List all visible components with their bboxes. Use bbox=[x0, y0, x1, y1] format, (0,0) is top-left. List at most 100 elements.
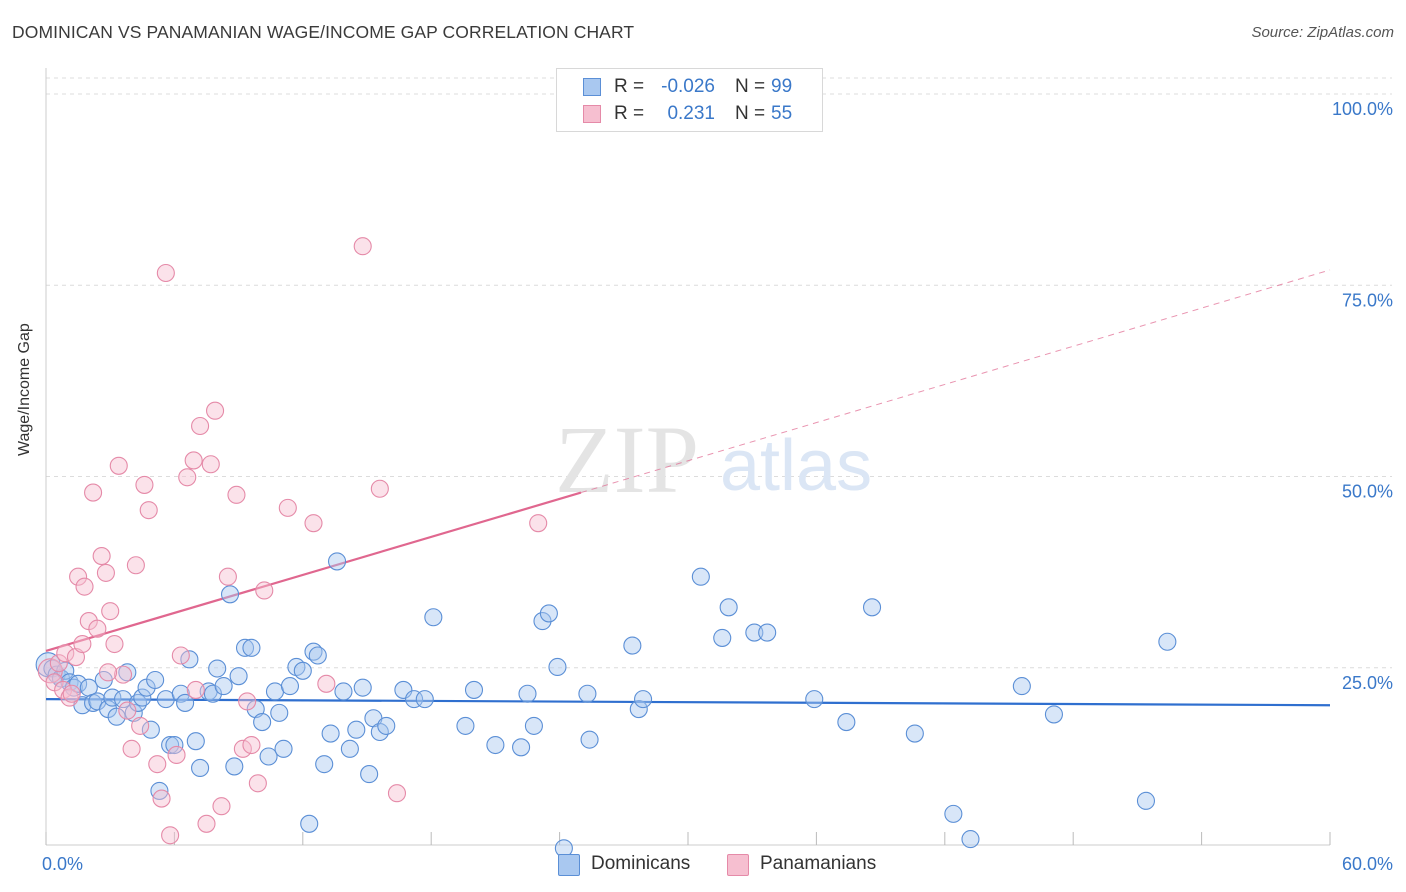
dominican-point bbox=[88, 692, 107, 711]
dominicans-trendline bbox=[45, 698, 1331, 707]
dominican-point bbox=[539, 604, 558, 623]
dominicans-trendline-group bbox=[45, 698, 1331, 707]
panamanian-point bbox=[118, 701, 137, 720]
panamanian-point bbox=[191, 416, 210, 436]
y-tick-label: 25.0% bbox=[1342, 673, 1393, 693]
dominican-point bbox=[176, 693, 195, 712]
x-tick-label: 60.0% bbox=[1342, 854, 1393, 874]
dominican-point bbox=[300, 814, 319, 833]
panamanian-point bbox=[206, 401, 225, 420]
panamanian-point bbox=[73, 634, 92, 654]
dominican-point bbox=[456, 716, 475, 735]
dominican-point bbox=[133, 688, 152, 707]
dominican-point bbox=[353, 678, 372, 697]
panamanian-point bbox=[186, 680, 205, 699]
panamanian-point bbox=[353, 237, 372, 256]
panamanian-point bbox=[139, 501, 158, 520]
dominican-point bbox=[208, 659, 227, 678]
watermark-atlas: atlas bbox=[720, 426, 872, 506]
panamanian-point bbox=[227, 485, 246, 504]
dominican-point bbox=[623, 636, 642, 655]
legend-swatch-panamanians bbox=[727, 854, 749, 876]
gridlines bbox=[45, 68, 1392, 846]
panamanian-point bbox=[75, 577, 94, 596]
x-tick-labels: 0.0% 60.0% bbox=[42, 854, 1393, 874]
dominican-point bbox=[634, 690, 653, 709]
panamanian-point bbox=[255, 581, 274, 600]
dominican-point bbox=[961, 830, 980, 849]
panamanian-point bbox=[304, 514, 323, 533]
y-tick-label: 75.0% bbox=[1342, 290, 1393, 310]
dominican-point bbox=[259, 747, 278, 766]
panamanian-point bbox=[96, 563, 115, 582]
legend-n-label: N = bbox=[735, 76, 766, 97]
y-tick-labels: 25.0% 50.0% 75.0% 100.0% bbox=[1332, 99, 1393, 693]
x-tick-label: 0.0% bbox=[42, 854, 83, 874]
legend-swatch-dominicans bbox=[558, 854, 580, 876]
dominican-point bbox=[141, 720, 160, 739]
dominican-point bbox=[415, 690, 434, 709]
watermark: ZIP atlas bbox=[555, 406, 872, 513]
dominican-point bbox=[745, 623, 764, 642]
dominican-point bbox=[270, 703, 289, 722]
dominican-point bbox=[280, 677, 300, 696]
panamanian-point bbox=[126, 556, 145, 575]
dominican-point bbox=[274, 739, 293, 758]
dominican-point bbox=[524, 716, 543, 735]
chart-title: DOMINICAN VS PANAMANIAN WAGE/INCOME GAP … bbox=[12, 22, 635, 42]
panamanian-point bbox=[49, 654, 68, 673]
y-tick-label: 50.0% bbox=[1342, 482, 1393, 502]
panamanian-point bbox=[178, 468, 197, 487]
dominican-point bbox=[308, 646, 327, 665]
dominican-point bbox=[533, 612, 552, 631]
dominican-point bbox=[347, 720, 366, 739]
panamanian-point bbox=[113, 665, 133, 684]
dominican-point bbox=[905, 724, 924, 743]
dominican-point bbox=[1136, 791, 1156, 810]
dominican-point bbox=[580, 730, 599, 749]
panamanian-point bbox=[156, 263, 175, 283]
dominican-point bbox=[486, 735, 505, 755]
legend-row-panamanians: R = 0.231 N = 55 bbox=[557, 101, 822, 129]
dominican-point bbox=[171, 684, 190, 703]
panamanians-trendline bbox=[45, 491, 582, 652]
legend-n-value: 55 bbox=[771, 103, 793, 124]
legend-swatch-pink bbox=[583, 105, 601, 123]
panamanian-point bbox=[248, 774, 267, 793]
panamanian-point bbox=[56, 644, 75, 663]
panamanian-point bbox=[167, 745, 186, 765]
panamanian-point bbox=[62, 684, 81, 703]
panamanian-point bbox=[148, 755, 167, 774]
panamanian-point bbox=[278, 498, 297, 517]
panamanian-point bbox=[54, 680, 73, 699]
dominican-point bbox=[113, 690, 133, 709]
dominican-point bbox=[214, 677, 233, 696]
dominican-point bbox=[203, 684, 222, 703]
dominican-point bbox=[146, 670, 165, 690]
dominican-point bbox=[186, 732, 205, 751]
x-axis-ticks bbox=[45, 832, 1331, 845]
legend-n-value: 99 bbox=[771, 76, 793, 97]
dominican-point bbox=[518, 684, 537, 703]
panamanian-point bbox=[233, 739, 252, 758]
panamanian-point bbox=[197, 814, 216, 833]
panamanian-point bbox=[212, 797, 231, 816]
legend-n-label: N = bbox=[735, 103, 766, 124]
dominican-point bbox=[758, 623, 777, 642]
dominican-point bbox=[293, 661, 312, 680]
panamanian-point bbox=[105, 634, 124, 654]
panamanians-points bbox=[37, 237, 548, 845]
dominican-point bbox=[161, 735, 180, 755]
dominican-point bbox=[405, 690, 424, 709]
panamanian-point bbox=[370, 479, 389, 498]
dominican-point bbox=[327, 552, 347, 571]
panamanian-point bbox=[131, 716, 150, 735]
dominican-point bbox=[340, 739, 359, 758]
dominican-point bbox=[805, 690, 824, 709]
panamanian-point bbox=[69, 567, 88, 586]
dominican-point bbox=[837, 713, 856, 732]
legend-r-value: -0.026 bbox=[661, 76, 715, 97]
dominican-point bbox=[107, 707, 126, 726]
dominican-point bbox=[629, 700, 648, 719]
panamanian-point bbox=[88, 619, 107, 638]
